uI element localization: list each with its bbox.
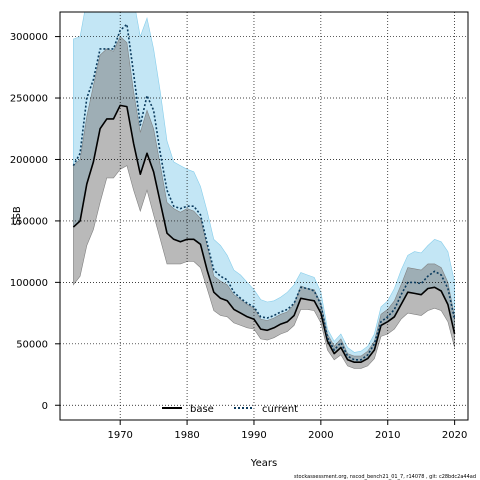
y-tick-label-50000: 50000: [16, 339, 48, 350]
x-tick-label-2010: 2010: [375, 430, 400, 441]
x-tick-label-1990: 1990: [241, 430, 266, 441]
y-axis-title: SSB: [12, 206, 23, 226]
footer-credit: stockassessment.org, nscod_bench21_01_7,…: [294, 474, 476, 480]
x-tick-label-1970: 1970: [107, 430, 132, 441]
legend-label-base: base: [190, 404, 214, 415]
y-tick-label-250000: 250000: [10, 94, 48, 105]
grid-lines: [60, 12, 468, 420]
series-lines: [72, 23, 456, 364]
axis-ticks: 1970 1980 1990 2000 2010 2020 0 50000 100000 1500…: [10, 32, 468, 441]
y-tick-label-100000: 100000: [10, 278, 48, 289]
x-tick-label-1980: 1980: [174, 430, 199, 441]
legend-label-current: current: [262, 404, 298, 415]
y-tick-label-200000: 200000: [10, 155, 48, 166]
x-tick-label-2020: 2020: [442, 430, 467, 441]
line-current: [72, 23, 456, 361]
y-tick-label-300000: 300000: [10, 32, 48, 43]
line-base: [72, 104, 456, 364]
y-tick-label-0: 0: [42, 401, 48, 412]
x-axis-title: Years: [250, 458, 277, 469]
y-tick-label-150000: 150000: [10, 216, 48, 227]
x-tick-label-2000: 2000: [308, 430, 333, 441]
legend: base current: [162, 404, 298, 415]
plot-frame: [59, 11, 469, 421]
